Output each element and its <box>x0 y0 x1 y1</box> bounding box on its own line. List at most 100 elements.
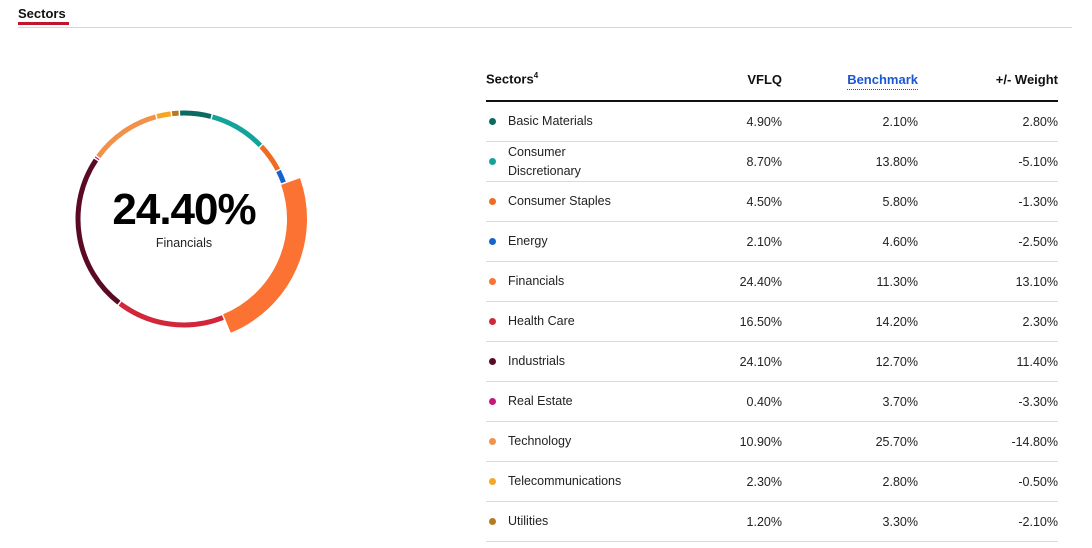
benchmark-weight: 5.80% <box>782 181 922 222</box>
sector-name: Consumer Discretionary <box>508 144 581 178</box>
header-fund: VFLQ <box>686 58 782 102</box>
benchmark-weight: 11.30% <box>782 261 922 302</box>
weight-difference: 13.10% <box>922 261 1058 302</box>
donut-slice-health-care[interactable] <box>118 301 224 328</box>
sectors-table-header: Sectors4 VFLQ Benchmark +/- Weight <box>486 58 1058 102</box>
table-row: Telecommunications 2.30% 2.80% -0.50% <box>486 461 1058 502</box>
sector-name: Telecommunications <box>508 474 622 488</box>
fund-weight: 2.10% <box>686 221 782 262</box>
table-row: Basic Materials 4.90% 2.10% 2.80% <box>486 101 1058 142</box>
sector-name: Technology <box>508 434 572 448</box>
sector-name: Health Care <box>508 314 575 328</box>
sector-name: Utilities <box>508 514 549 528</box>
donut-center: 24.40% Financials <box>48 185 320 251</box>
benchmark-link[interactable]: Benchmark <box>847 71 918 90</box>
donut-slice-telecommunications[interactable] <box>156 111 172 119</box>
donut-slice-consumer-staples[interactable] <box>259 144 281 171</box>
fund-weight: 24.40% <box>686 261 782 302</box>
weight-difference: -2.50% <box>922 221 1058 262</box>
table-row: Utilities 1.20% 3.30% -2.10% <box>486 501 1058 542</box>
donut-center-label: Financials <box>155 236 213 250</box>
benchmark-weight: 14.20% <box>782 301 922 342</box>
table-row: Industrials 24.10% 12.70% 11.40% <box>486 341 1058 382</box>
donut-slice-real-estate[interactable] <box>94 156 100 161</box>
sector-name: Energy <box>508 234 548 248</box>
benchmark-weight: 3.30% <box>782 501 922 542</box>
donut-slice-energy[interactable] <box>276 169 286 184</box>
legend-dot-icon <box>489 118 496 125</box>
fund-weight: 4.50% <box>686 181 782 222</box>
tab-bar: Sectors <box>18 0 1072 28</box>
donut-slice-basic-materials[interactable] <box>180 110 212 119</box>
fund-weight: 4.90% <box>686 101 782 142</box>
table-row: Consumer Staples 4.50% 5.80% -1.30% <box>486 181 1058 222</box>
fund-weight: 0.40% <box>686 381 782 422</box>
weight-difference: -2.10% <box>922 501 1058 542</box>
header-sectors-label: Sectors <box>486 71 534 87</box>
legend-dot-icon <box>489 358 496 365</box>
fund-weight: 10.90% <box>686 421 782 462</box>
weight-difference: -14.80% <box>922 421 1058 462</box>
sector-cell: Basic Materials <box>486 101 686 142</box>
sectors-table-body: Basic Materials 4.90% 2.10% 2.80% Consumer D… <box>486 101 1058 542</box>
sector-cell: Utilities <box>486 501 686 542</box>
footnote-marker: 4 <box>533 71 539 81</box>
weight-difference: -3.30% <box>922 381 1058 422</box>
fund-weight: 1.20% <box>686 501 782 542</box>
legend-dot-icon <box>489 158 496 165</box>
sector-cell: Real Estate <box>486 381 686 422</box>
legend-dot-icon <box>489 318 496 325</box>
table-row: Energy 2.10% 4.60% -2.50% <box>486 221 1058 262</box>
sector-name: Industrials <box>508 354 565 368</box>
legend-dot-icon <box>489 398 496 405</box>
legend-dot-icon <box>489 238 496 245</box>
donut-slice-consumer-discretionary[interactable] <box>211 114 263 148</box>
fund-weight: 24.10% <box>686 341 782 382</box>
donut-slice-financials[interactable] <box>222 178 307 333</box>
sector-name: Real Estate <box>508 394 573 408</box>
weight-difference: -5.10% <box>922 141 1058 182</box>
sector-donut-chart: 24.40% Financials <box>48 84 338 369</box>
benchmark-weight: 4.60% <box>782 221 922 262</box>
sector-cell: Consumer Discretionary <box>486 141 686 182</box>
weight-difference: -1.30% <box>922 181 1058 222</box>
header-benchmark: Benchmark <box>782 58 922 102</box>
sector-cell: Telecommunications <box>486 461 686 502</box>
legend-dot-icon <box>489 198 496 205</box>
legend-dot-icon <box>489 438 496 445</box>
weight-difference: 11.40% <box>922 341 1058 382</box>
table-row: Consumer Discretionary 8.70% 13.80% -5.10% <box>486 141 1058 182</box>
sector-cell: Health Care <box>486 301 686 342</box>
sector-cell: Consumer Staples <box>486 181 686 222</box>
table-row: Technology 10.90% 25.70% -14.80% <box>486 421 1058 462</box>
donut-svg <box>75 110 307 333</box>
active-tab-indicator <box>18 22 69 25</box>
table-row: Health Care 16.50% 14.20% 2.30% <box>486 301 1058 342</box>
legend-dot-icon <box>489 278 496 285</box>
sector-name: Consumer Staples <box>508 194 611 208</box>
sector-cell: Financials <box>486 261 686 302</box>
sector-name: Financials <box>508 274 565 288</box>
benchmark-weight: 2.10% <box>782 101 922 142</box>
benchmark-weight: 2.80% <box>782 461 922 502</box>
donut-slice-technology[interactable] <box>96 114 157 159</box>
legend-dot-icon <box>489 518 496 525</box>
donut-slice-industrials[interactable] <box>75 158 121 305</box>
fund-weight: 16.50% <box>686 301 782 342</box>
weight-difference: -0.50% <box>922 461 1058 502</box>
weight-difference: 2.30% <box>922 301 1058 342</box>
tab-sectors[interactable]: Sectors <box>18 6 66 21</box>
table-row: Real Estate 0.40% 3.70% -3.30% <box>486 381 1058 422</box>
sector-cell: Industrials <box>486 341 686 382</box>
donut-slice-utilities[interactable] <box>171 110 179 117</box>
weight-difference: 2.80% <box>922 101 1058 142</box>
sector-name: Basic Materials <box>508 114 593 128</box>
benchmark-weight: 3.70% <box>782 381 922 422</box>
header-weight-diff: +/- Weight <box>922 58 1058 102</box>
donut-center-value: 24.40% <box>112 185 256 234</box>
sectors-table: Sectors4 VFLQ Benchmark +/- Weight Basic… <box>486 58 1058 542</box>
table-row: Financials 24.40% 11.30% 13.10% <box>486 261 1058 302</box>
header-sectors: Sectors4 <box>486 58 686 102</box>
fund-weight: 2.30% <box>686 461 782 502</box>
benchmark-weight: 13.80% <box>782 141 922 182</box>
